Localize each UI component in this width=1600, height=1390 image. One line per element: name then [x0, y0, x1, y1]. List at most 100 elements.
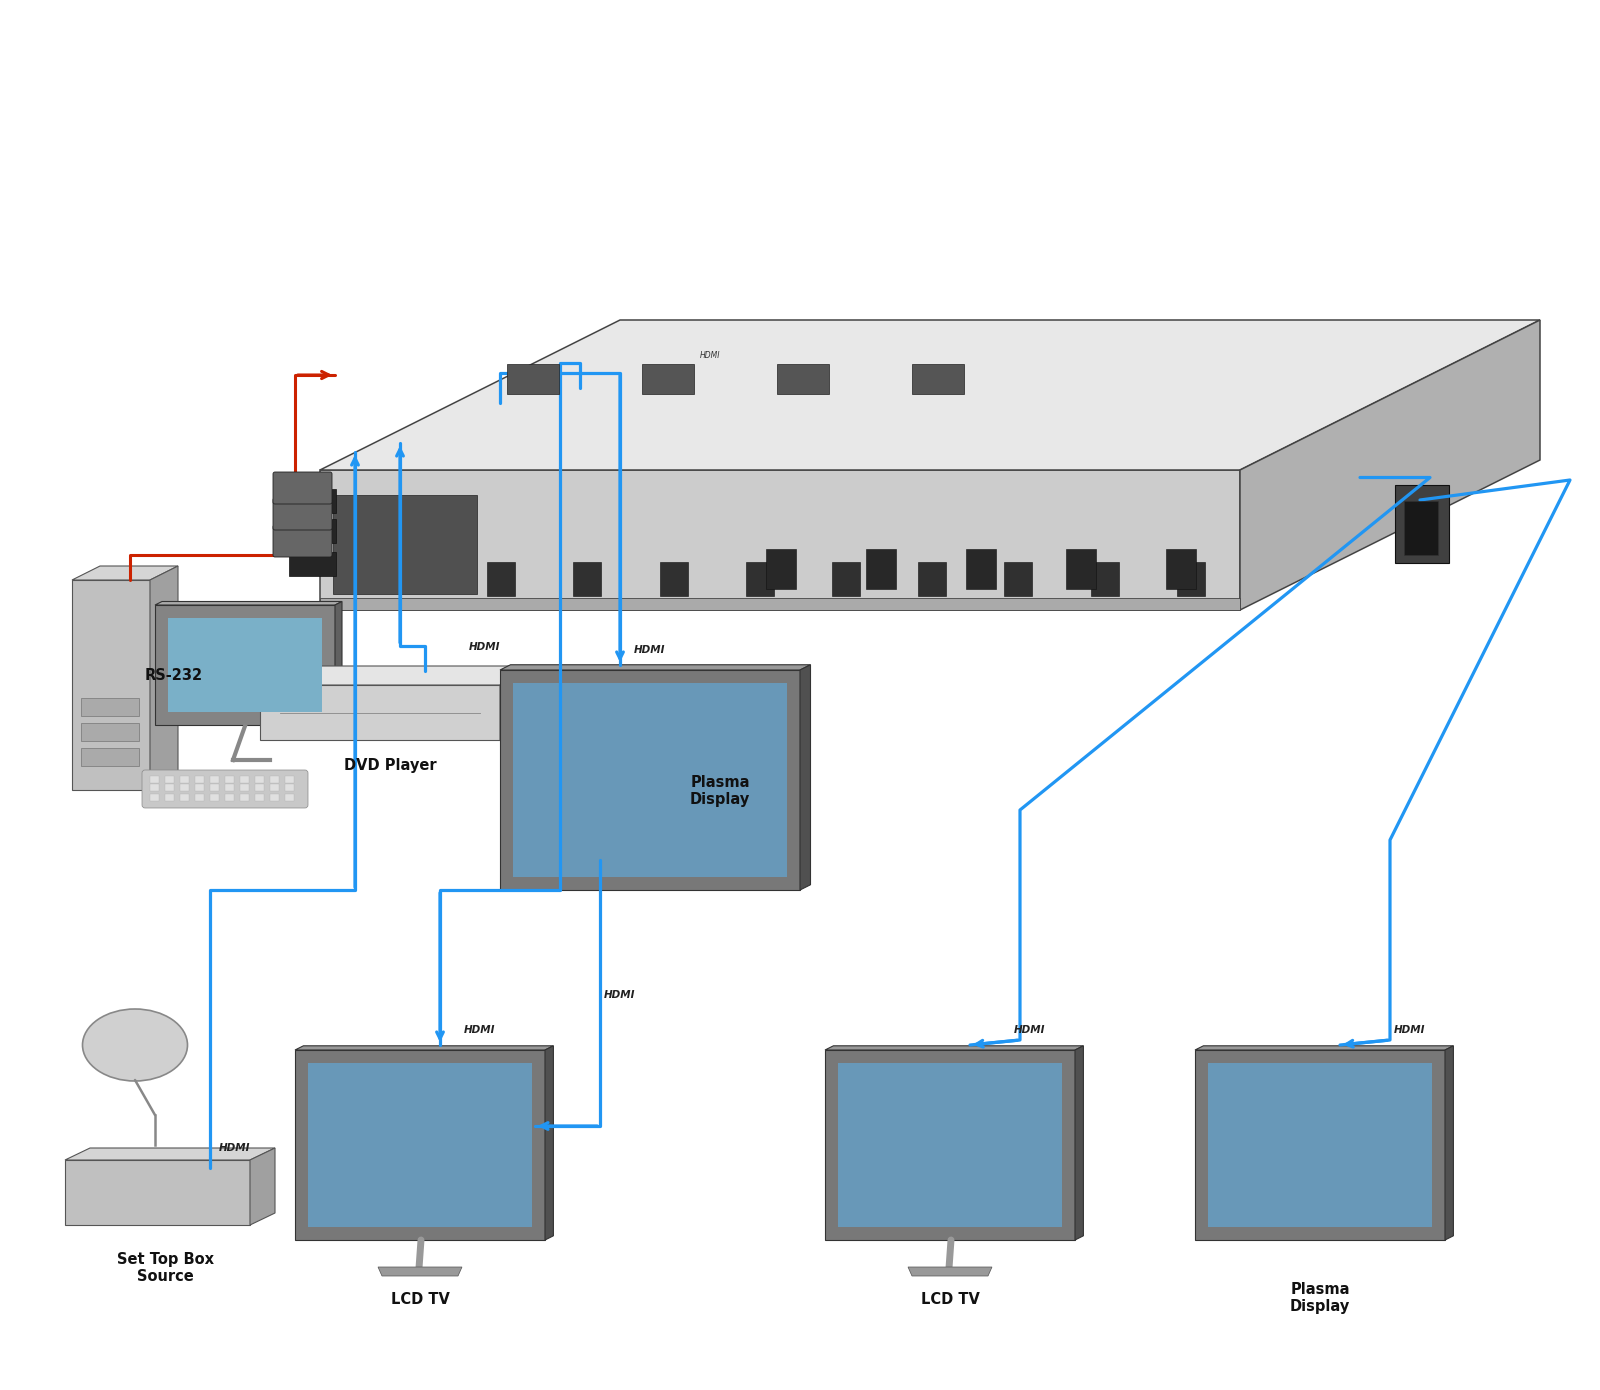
FancyBboxPatch shape	[149, 784, 158, 791]
FancyBboxPatch shape	[1166, 549, 1195, 589]
FancyBboxPatch shape	[254, 794, 264, 801]
FancyBboxPatch shape	[290, 518, 336, 543]
Text: HDMI: HDMI	[1014, 1024, 1046, 1036]
Ellipse shape	[83, 1009, 187, 1081]
Text: HDMI: HDMI	[605, 990, 635, 999]
FancyBboxPatch shape	[179, 776, 189, 783]
FancyBboxPatch shape	[486, 562, 515, 596]
Text: HDMI: HDMI	[464, 1024, 496, 1036]
Polygon shape	[261, 666, 538, 685]
FancyBboxPatch shape	[290, 552, 336, 575]
Text: HDMI: HDMI	[634, 645, 666, 655]
FancyBboxPatch shape	[746, 562, 774, 596]
Polygon shape	[826, 1045, 1083, 1049]
FancyBboxPatch shape	[507, 364, 558, 393]
FancyBboxPatch shape	[195, 784, 203, 791]
Polygon shape	[838, 1063, 1062, 1227]
Polygon shape	[1445, 1045, 1453, 1240]
Polygon shape	[320, 320, 1539, 470]
Text: HDMI: HDMI	[701, 350, 720, 360]
FancyBboxPatch shape	[224, 784, 234, 791]
FancyBboxPatch shape	[149, 776, 158, 783]
FancyBboxPatch shape	[210, 776, 219, 783]
FancyBboxPatch shape	[179, 784, 189, 791]
FancyBboxPatch shape	[82, 698, 139, 716]
Polygon shape	[1075, 1045, 1083, 1240]
Polygon shape	[294, 1045, 554, 1049]
FancyBboxPatch shape	[1403, 500, 1438, 555]
FancyBboxPatch shape	[274, 498, 333, 530]
FancyBboxPatch shape	[274, 473, 333, 505]
Polygon shape	[334, 602, 342, 726]
Polygon shape	[72, 580, 150, 790]
FancyBboxPatch shape	[573, 562, 602, 596]
FancyBboxPatch shape	[142, 770, 309, 808]
FancyBboxPatch shape	[832, 562, 861, 596]
Polygon shape	[501, 664, 811, 670]
FancyBboxPatch shape	[912, 364, 963, 393]
Text: HDMI: HDMI	[219, 1143, 251, 1152]
Text: HDMI: HDMI	[1394, 1024, 1426, 1036]
Polygon shape	[514, 682, 787, 877]
FancyBboxPatch shape	[165, 794, 173, 801]
Polygon shape	[378, 1268, 462, 1276]
Polygon shape	[1195, 1045, 1453, 1049]
FancyBboxPatch shape	[254, 784, 264, 791]
FancyBboxPatch shape	[1395, 485, 1450, 563]
FancyBboxPatch shape	[269, 794, 278, 801]
Polygon shape	[309, 1063, 533, 1227]
Polygon shape	[250, 1148, 275, 1225]
Text: Plasma
Display: Plasma Display	[1290, 1282, 1350, 1315]
Polygon shape	[800, 664, 811, 890]
FancyBboxPatch shape	[240, 784, 248, 791]
Polygon shape	[320, 598, 1240, 610]
Text: DVD Player: DVD Player	[344, 758, 437, 773]
FancyBboxPatch shape	[285, 794, 293, 801]
FancyBboxPatch shape	[642, 364, 694, 393]
Polygon shape	[1240, 320, 1539, 610]
FancyBboxPatch shape	[1005, 562, 1032, 596]
FancyBboxPatch shape	[224, 794, 234, 801]
FancyBboxPatch shape	[254, 776, 264, 783]
FancyBboxPatch shape	[274, 525, 333, 557]
Polygon shape	[909, 1268, 992, 1276]
Text: RS-232: RS-232	[146, 667, 203, 682]
Polygon shape	[168, 619, 322, 712]
Polygon shape	[294, 1049, 546, 1240]
FancyBboxPatch shape	[179, 794, 189, 801]
FancyBboxPatch shape	[210, 794, 219, 801]
Text: HDMI: HDMI	[469, 642, 501, 652]
Text: LCD TV: LCD TV	[390, 1291, 450, 1307]
FancyBboxPatch shape	[333, 495, 477, 594]
Polygon shape	[826, 1049, 1075, 1240]
Polygon shape	[261, 685, 501, 739]
FancyBboxPatch shape	[149, 794, 158, 801]
FancyBboxPatch shape	[195, 794, 203, 801]
FancyBboxPatch shape	[165, 784, 173, 791]
Polygon shape	[155, 602, 342, 605]
Polygon shape	[66, 1161, 250, 1225]
FancyBboxPatch shape	[285, 784, 293, 791]
Polygon shape	[501, 666, 538, 739]
FancyBboxPatch shape	[1066, 549, 1096, 589]
FancyBboxPatch shape	[1178, 562, 1205, 596]
Text: Plasma
Display: Plasma Display	[690, 774, 750, 808]
Text: LCD TV: LCD TV	[920, 1291, 979, 1307]
FancyBboxPatch shape	[240, 776, 248, 783]
FancyBboxPatch shape	[290, 489, 336, 513]
FancyBboxPatch shape	[1091, 562, 1118, 596]
FancyBboxPatch shape	[224, 776, 234, 783]
FancyBboxPatch shape	[82, 723, 139, 741]
Polygon shape	[546, 1045, 554, 1240]
FancyBboxPatch shape	[195, 776, 203, 783]
FancyBboxPatch shape	[165, 776, 173, 783]
Polygon shape	[150, 566, 178, 790]
FancyBboxPatch shape	[766, 549, 797, 589]
Polygon shape	[66, 1148, 275, 1161]
Polygon shape	[1208, 1063, 1432, 1227]
FancyBboxPatch shape	[269, 776, 278, 783]
FancyBboxPatch shape	[269, 784, 278, 791]
FancyBboxPatch shape	[285, 776, 293, 783]
FancyBboxPatch shape	[82, 748, 139, 766]
FancyBboxPatch shape	[966, 549, 995, 589]
